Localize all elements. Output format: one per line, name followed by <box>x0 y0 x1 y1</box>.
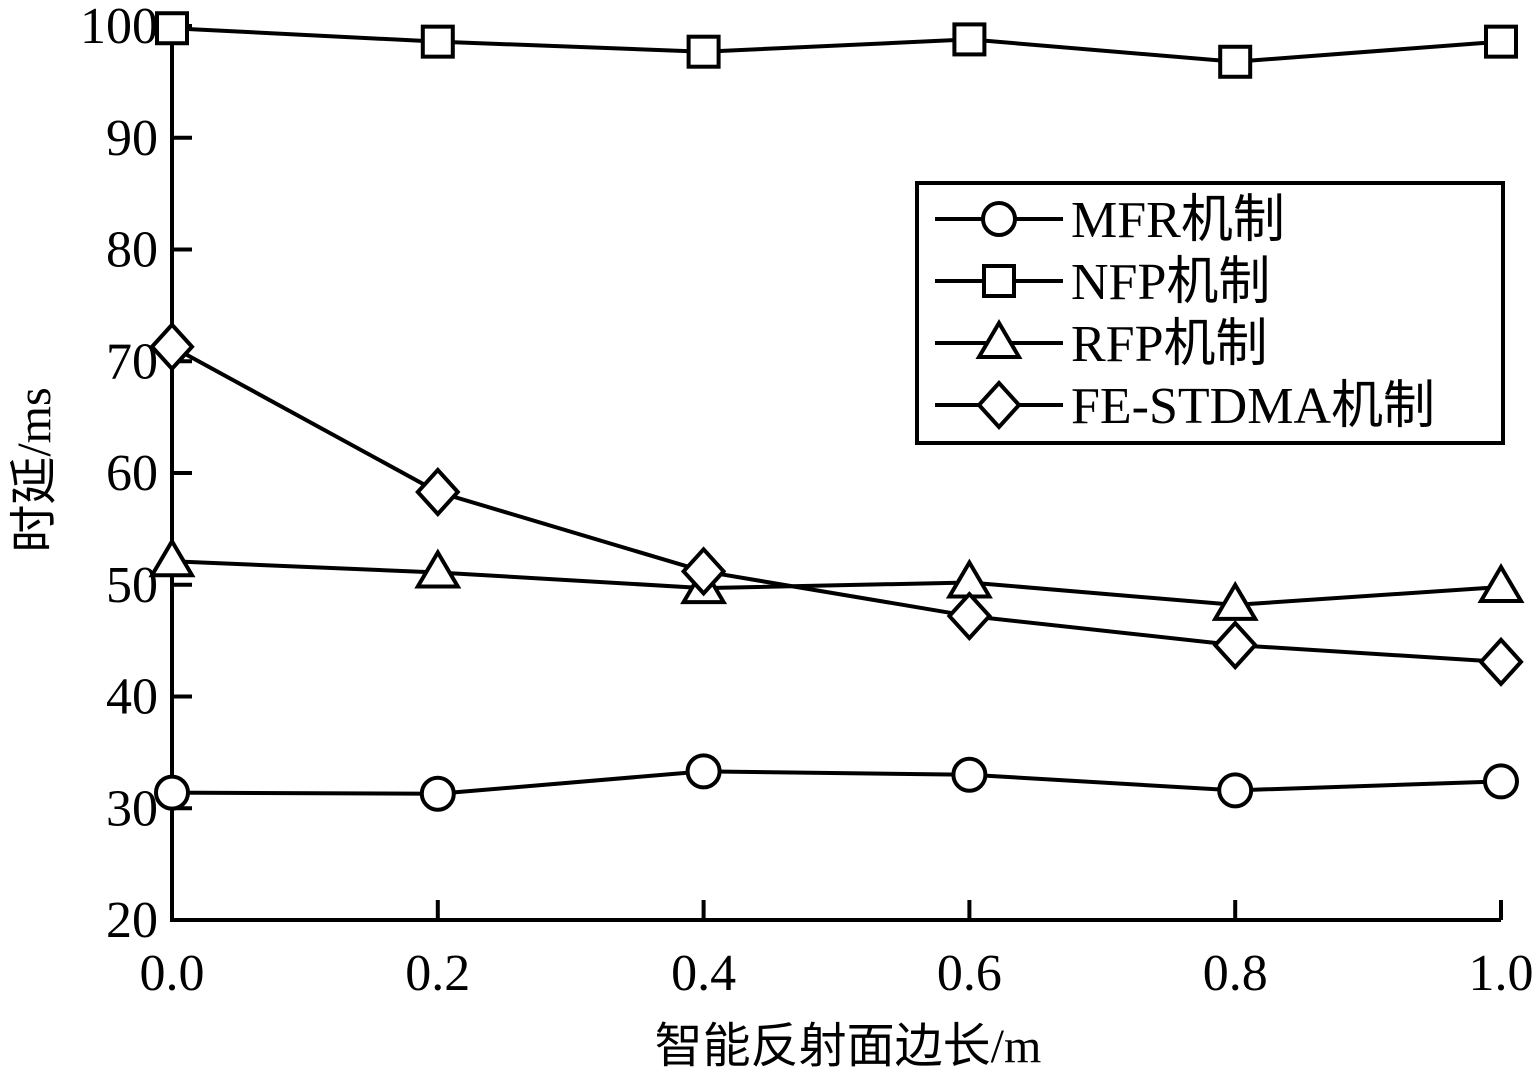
data-point <box>154 774 190 811</box>
legend-marker <box>975 319 1023 359</box>
axes <box>170 22 1501 922</box>
x-tick-label: 0.6 <box>937 945 1002 1002</box>
data-point <box>420 24 455 59</box>
y-axis-label: 时延/ms <box>8 387 61 552</box>
legend-marker <box>976 380 1022 430</box>
data-point <box>1484 24 1518 59</box>
y-tick-label: 60 <box>106 445 158 502</box>
legend-label: NFP机制 <box>1071 254 1270 311</box>
legend-label: RFP机制 <box>1071 316 1268 373</box>
data-point <box>415 467 461 517</box>
legend-marker <box>981 201 1017 237</box>
series-line <box>171 559 1502 607</box>
data-point <box>1477 563 1525 603</box>
data-point <box>946 591 993 642</box>
series-square <box>155 11 1518 79</box>
x-axis-label: 智能反射面边长/m <box>655 1020 1042 1073</box>
data-point <box>1211 580 1259 621</box>
y-tick-label: 100 <box>80 0 158 55</box>
series-line <box>171 26 1502 64</box>
data-point <box>951 756 988 793</box>
data-point <box>952 22 987 57</box>
series-line <box>171 769 1502 796</box>
legend-label: MFR机制 <box>1071 192 1285 249</box>
x-tick-label: 0.4 <box>671 945 736 1002</box>
legend-marker <box>982 264 1016 298</box>
y-tick-label: 20 <box>106 892 158 949</box>
series-layer <box>148 11 1525 812</box>
y-tick-label: 90 <box>106 110 158 167</box>
data-point <box>155 11 189 46</box>
y-tick-label: 40 <box>106 669 158 726</box>
data-point <box>1217 772 1254 809</box>
y-tick-label: 70 <box>106 333 158 390</box>
data-point <box>1483 763 1519 800</box>
series-circle <box>154 753 1519 812</box>
series-diamond <box>149 321 1524 687</box>
data-point <box>680 546 727 597</box>
data-point <box>414 548 462 589</box>
data-point <box>148 537 196 578</box>
x-tick-label: 0.2 <box>405 945 470 1002</box>
data-point <box>1218 44 1253 79</box>
y-tick-label: 50 <box>106 557 158 614</box>
series-triangle <box>148 537 1525 621</box>
data-point <box>419 775 456 812</box>
data-point <box>686 34 721 69</box>
x-tick-label: 0.8 <box>1203 945 1268 1002</box>
data-point <box>685 753 722 790</box>
axis-ticks: 20 30 40 50 60 70 80 90 100 0.0 0.2 0.4 0.6 0.8 1.0 <box>80 0 1534 1002</box>
legend-label: FE-STDMA机制 <box>1071 378 1435 435</box>
x-tick-label: 0.0 <box>140 945 205 1002</box>
data-point <box>149 321 195 372</box>
data-point <box>1478 636 1524 687</box>
series-line <box>171 344 1502 664</box>
y-tick-label: 30 <box>106 780 158 837</box>
x-tick-label: 1.0 <box>1469 945 1534 1002</box>
y-tick-label: 80 <box>106 222 158 279</box>
data-point <box>1212 620 1258 671</box>
